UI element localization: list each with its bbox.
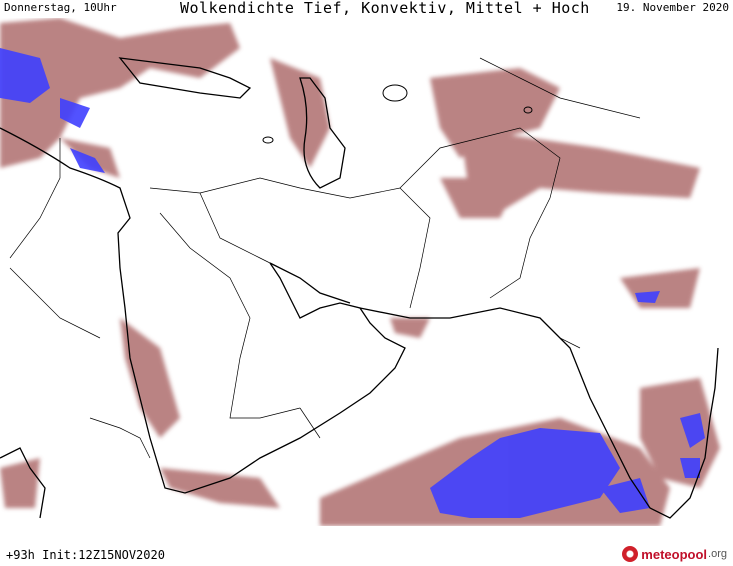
dense-cloud-area: [680, 458, 700, 478]
forecast-date: 19. November 2020: [616, 1, 729, 14]
coastline: [299, 77, 346, 189]
border: [9, 267, 101, 339]
cloud-area: [440, 178, 520, 218]
meteopool-logo-icon: [622, 546, 639, 562]
border: [399, 127, 561, 299]
borders: [9, 57, 641, 459]
cloud-density-map: [0, 18, 733, 526]
forecast-day-label: Donnerstag, 10Uhr: [4, 1, 117, 14]
meteopool-logo[interactable]: meteopool .org: [622, 546, 727, 562]
border: [199, 192, 271, 264]
border: [479, 57, 641, 119]
cloud-area: [160, 468, 280, 508]
dense-cloud-area: [430, 428, 620, 518]
model-run-info: +93h Init:12Z15NOV2020: [6, 548, 165, 562]
cloud-area: [120, 318, 180, 438]
coastline: [118, 57, 252, 99]
dense-cloud-layer: [0, 48, 705, 518]
cloud-area: [0, 458, 40, 508]
map-footer: +93h Init:12Z15NOV2020 meteopool .org: [0, 544, 733, 566]
dense-cloud-area: [635, 291, 660, 303]
border: [159, 212, 301, 419]
border: [89, 417, 151, 459]
dense-cloud-area: [600, 478, 650, 513]
cloud-area: [0, 18, 240, 168]
lake: [262, 136, 274, 144]
dense-cloud-area: [60, 98, 90, 128]
coastline: [359, 307, 719, 519]
border: [299, 407, 321, 439]
border: [9, 138, 61, 259]
brand-name: meteopool: [641, 546, 708, 562]
lakes: [262, 84, 533, 144]
border: [539, 317, 581, 349]
dense-cloud-area: [70, 148, 105, 173]
border: [149, 177, 431, 309]
coastline: [0, 127, 406, 494]
lake: [382, 84, 408, 102]
cloud-area: [390, 318, 430, 338]
coastline: [0, 447, 46, 519]
brand-tld: .org: [708, 548, 727, 560]
dense-cloud-area: [680, 413, 705, 448]
map-title: Wolkendichte Tief, Konvektiv, Mittel + H…: [180, 0, 590, 17]
cloud-area: [460, 128, 700, 218]
coastlines: [0, 57, 719, 519]
lake: [523, 106, 533, 114]
dense-cloud-area: [0, 48, 50, 103]
coastline: [269, 262, 351, 304]
map-header: Donnerstag, 10Uhr Wolkendichte Tief, Kon…: [0, 0, 733, 20]
